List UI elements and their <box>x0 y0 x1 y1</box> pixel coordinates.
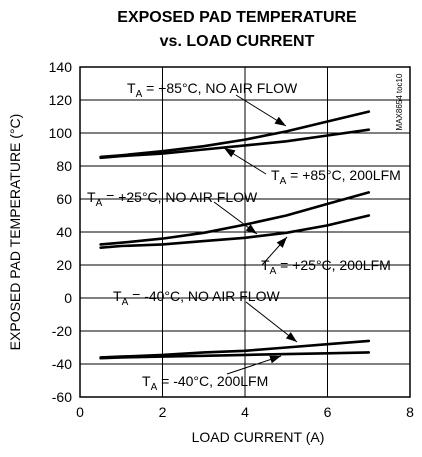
y-tick-label: 40 <box>56 224 72 240</box>
x-axis-label: LOAD CURRENT (A) <box>192 429 325 445</box>
series-line-6 <box>99 351 371 360</box>
x-axis-ticks: 0 2 4 6 8 <box>76 404 414 420</box>
y-tick-label: -60 <box>52 389 72 405</box>
x-tick-label: 4 <box>241 404 249 420</box>
series-line-3 <box>99 191 371 246</box>
x-tick-label: 6 <box>324 404 332 420</box>
annotation-label-6: TA = -40°C, 200LFM <box>142 373 268 393</box>
series-line-4 <box>99 214 371 249</box>
y-tick-label: 20 <box>56 257 72 273</box>
y-tick-label: -40 <box>52 356 72 372</box>
annotation-arrow-1 <box>274 116 286 126</box>
annotation-label-2: TA = +85°C, 200LFM <box>271 167 401 187</box>
chart-title: EXPOSED PAD TEMPERATURE <box>117 9 357 26</box>
gridlines <box>80 67 410 397</box>
y-tick-label: -20 <box>52 323 72 339</box>
annotation-label-1: TA = +85°C, NO AIR FLOW <box>127 80 298 100</box>
x-tick-label: 0 <box>76 404 84 420</box>
y-tick-label: 60 <box>56 191 72 207</box>
y-tick-label: 0 <box>64 290 72 306</box>
annotation-label-5: TA = -40°C, NO AIR FLOW <box>113 288 280 308</box>
x-tick-label: 8 <box>406 404 414 420</box>
chart-subtitle: vs. LOAD CURRENT <box>160 33 315 50</box>
annotation-arrow-3 <box>245 224 257 234</box>
annotation-arrow-4 <box>276 237 287 248</box>
y-tick-label: 80 <box>56 158 72 174</box>
annotation-arrow-6 <box>269 355 281 364</box>
annotation-label-3: TA = +25°C, NO AIR FLOW <box>87 189 258 209</box>
y-tick-label: 100 <box>49 125 73 141</box>
series-line-2 <box>99 128 371 160</box>
y-axis-label: EXPOSED PAD TEMPERATURE (°C) <box>7 114 23 351</box>
part-code: MAX8654 toc10 <box>395 73 404 130</box>
y-tick-label: 140 <box>49 59 73 75</box>
annotation-label-4: TA = +25°C, 200LFM <box>261 257 391 277</box>
annotation-arrow-2 <box>224 148 236 158</box>
annotations: TA = +85°C, NO AIR FLOW TA = +85°C, 200LF… <box>87 80 401 393</box>
annotation-arrow-5 <box>285 332 297 342</box>
series-group <box>99 110 371 360</box>
plot-frame <box>79 66 411 398</box>
y-axis-ticks: 140 120 100 80 60 40 20 0 -20 -40 -60 <box>49 59 73 405</box>
x-tick-label: 2 <box>159 404 167 420</box>
y-tick-label: 120 <box>49 92 73 108</box>
